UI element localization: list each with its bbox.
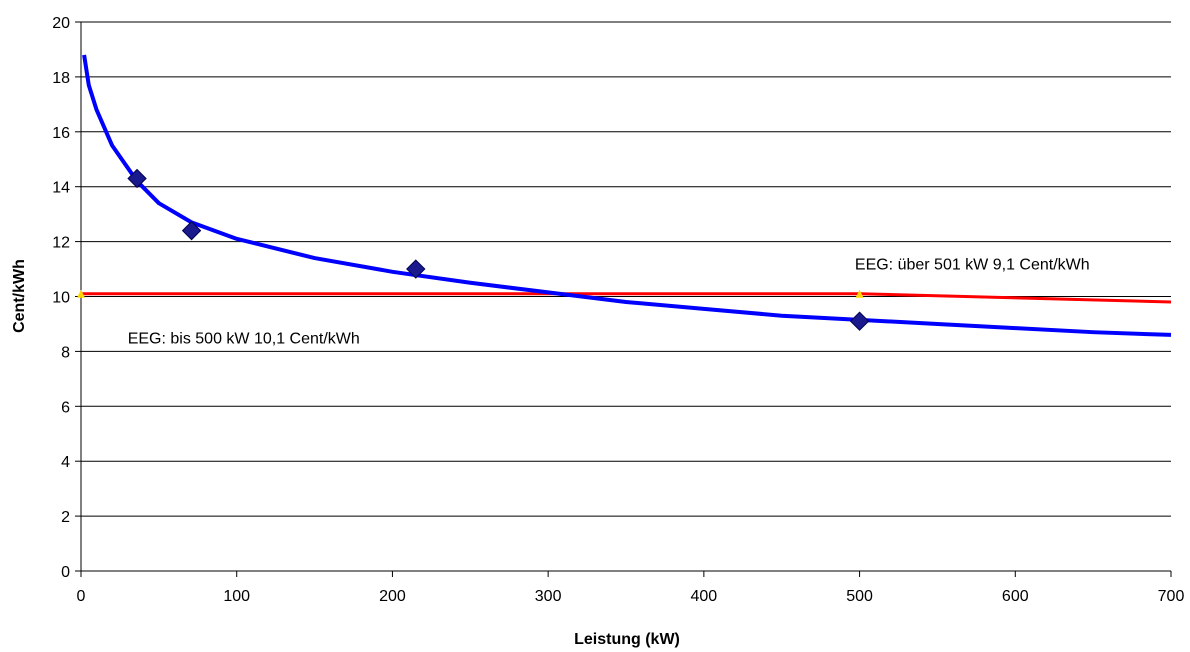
x-tick-label-1: 100 [223, 588, 250, 605]
x-tick-label-6: 600 [1002, 588, 1029, 605]
annotations: EEG: bis 500 kW 10,1 Cent/kWh EEG: über … [128, 257, 1090, 348]
y-tick-label-9: 18 [52, 70, 70, 87]
x-tick-label-2: 200 [379, 588, 406, 605]
x-tick-label-0: 0 [77, 588, 86, 605]
x-tick-label-7: 700 [1158, 588, 1185, 605]
x-tick-labels: 0 100 200 300 400 500 600 700 [77, 588, 1185, 605]
y-tick-label-2: 4 [61, 454, 70, 471]
y-tick-label-1: 2 [61, 509, 70, 526]
eeg-marker-0 [77, 289, 85, 298]
y-axis-title: Cent/kWh [11, 259, 28, 333]
y-tick-label-8: 16 [52, 125, 70, 142]
annotation-ueber-501: EEG: über 501 kW 9,1 Cent/kWh [855, 257, 1090, 274]
y-tick-label-5: 10 [52, 290, 70, 307]
data-point-1 [181, 220, 202, 241]
data-point-2 [406, 259, 426, 279]
y-tick-labels: 0 2 4 6 8 10 12 14 16 18 20 [52, 15, 70, 581]
x-tick-label-3: 300 [535, 588, 562, 605]
y-tick-label-7: 14 [52, 180, 70, 197]
annotation-bis-500: EEG: bis 500 kW 10,1 Cent/kWh [128, 331, 360, 348]
y-tick-label-0: 0 [61, 564, 70, 581]
y-tick-label-4: 8 [61, 344, 70, 361]
eeg-marker-1 [855, 289, 864, 298]
y-tick-label-3: 6 [61, 399, 70, 416]
grid-lines [81, 21, 1171, 517]
series-trend-blue-line [82, 54, 1172, 337]
axes [75, 21, 1172, 577]
x-axis-title: Leistung (kW) [574, 631, 680, 648]
x-tick-label-4: 400 [691, 588, 718, 605]
x-tick-label-5: 500 [846, 588, 873, 605]
data-point-0 [127, 168, 147, 189]
y-tick-label-6: 12 [52, 235, 70, 252]
y-tick-label-10: 20 [52, 15, 70, 32]
series-group [77, 54, 1172, 337]
data-point-3 [849, 311, 870, 331]
